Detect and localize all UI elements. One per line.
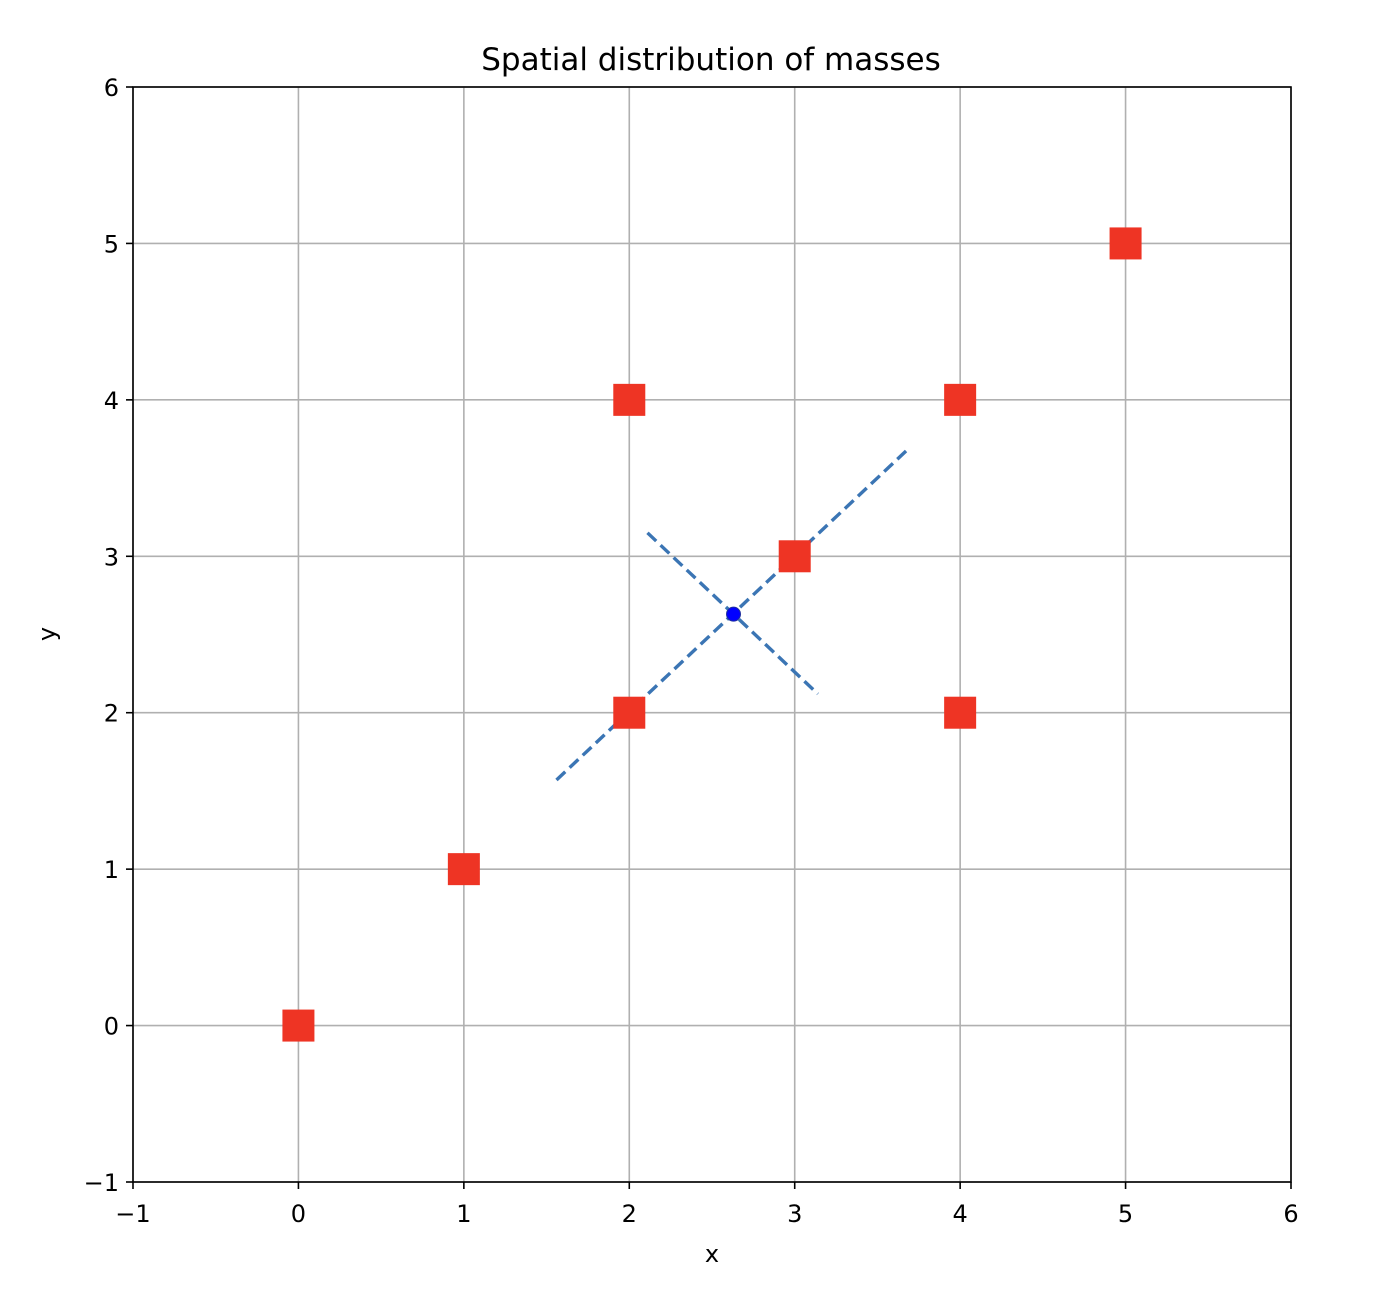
center-of-mass: [726, 606, 742, 622]
grid: [132, 86, 1292, 1183]
y-tick-label: 4: [104, 387, 119, 415]
x-axis-label: x: [705, 1240, 719, 1268]
y-tick-label: 5: [104, 230, 119, 258]
x-tick-label: 4: [953, 1200, 968, 1228]
mass-point: [282, 1009, 315, 1042]
x-tick-label: 6: [1283, 1200, 1298, 1228]
y-axis-label: y: [33, 627, 61, 641]
x-tick-label: 1: [456, 1200, 471, 1228]
x-tick-label: 2: [622, 1200, 637, 1228]
y-tick-label: −1: [84, 1169, 119, 1197]
x-tick-label: 5: [1118, 1200, 1133, 1228]
y-tick-label: 2: [104, 700, 119, 728]
center-of-mass-point: [726, 606, 742, 622]
mass-point: [1109, 227, 1142, 260]
mass-points: [282, 227, 1142, 1042]
mass-point: [447, 853, 480, 886]
y-tick-label: 1: [104, 856, 119, 884]
axis-ticks: −1 0 1 2 3 4 5 6 −1 0 1 2 3 4 5 6: [84, 74, 1299, 1228]
y-tick-label: 3: [104, 543, 119, 571]
x-tick-label: 0: [291, 1200, 306, 1228]
mass-point: [944, 696, 977, 729]
x-tick-label: 3: [787, 1200, 802, 1228]
mass-point: [944, 383, 977, 416]
chart-title: Spatial distribution of masses: [481, 42, 941, 78]
plot-frame: [132, 86, 1292, 1183]
mass-point: [613, 696, 646, 729]
mass-point: [613, 383, 646, 416]
y-tick-label: 0: [104, 1013, 119, 1041]
x-tick-label: −1: [115, 1200, 150, 1228]
y-tick-label: 6: [104, 74, 119, 102]
mass-point: [778, 540, 811, 573]
